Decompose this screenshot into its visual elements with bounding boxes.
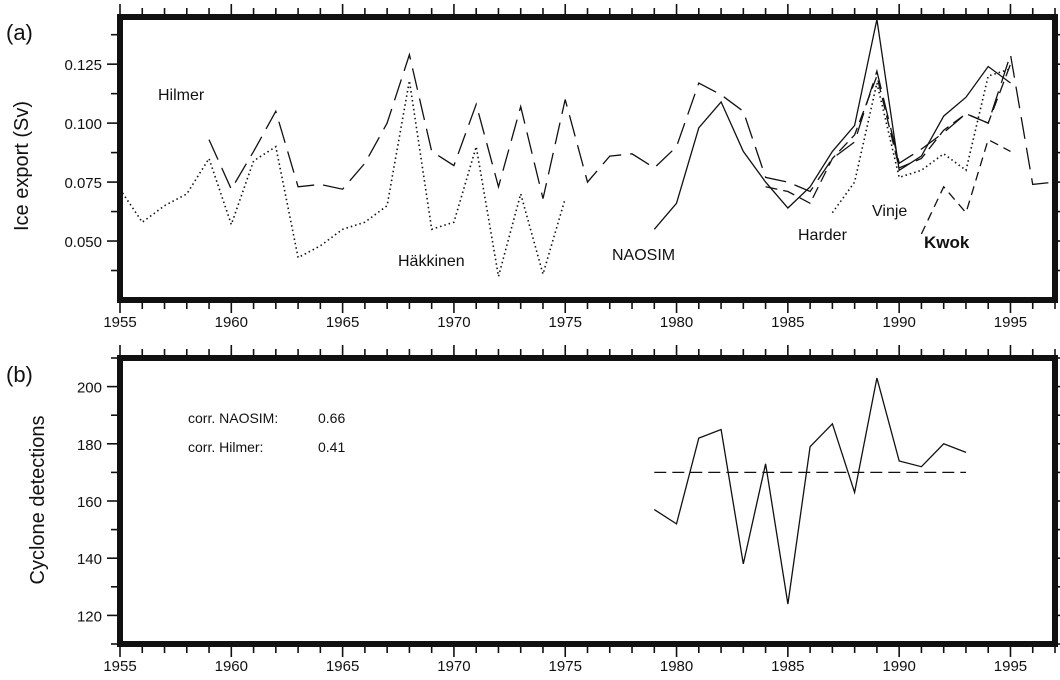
- panel-b-x-tick-label: 1960: [215, 658, 248, 675]
- panel-b-x-tick-label: 1970: [437, 658, 470, 675]
- panel-b-frame: [117, 355, 1058, 647]
- panel-a-line-hilmer: [208, 52, 1055, 199]
- label-kwok: Kwok: [924, 233, 970, 252]
- panel-a-y-tick-label: 0.125: [64, 57, 102, 74]
- panel-a-y-tick-label: 0.100: [64, 116, 102, 133]
- panel-a-series: [120, 19, 1055, 278]
- panel-b-series: [653, 377, 967, 605]
- panel-a-line-h-kkinen: [120, 80, 566, 278]
- panel-b-y-tick-label: 160: [77, 494, 102, 511]
- label-hakkinen: Häkkinen: [398, 253, 465, 270]
- panel-b-x-tick-label: 1975: [549, 658, 582, 675]
- corr-naosim-value: 0.66: [318, 410, 345, 426]
- panel-b-y-tick-label: 180: [77, 437, 102, 454]
- panel-b-x-tick-label: 1995: [994, 658, 1027, 675]
- panel-a-x-tick-label: 1970: [437, 314, 470, 331]
- panel-a-x-tick-label: 1980: [660, 314, 693, 331]
- panel-b-x-tick-label: 1980: [660, 658, 693, 675]
- panel-b-label: (b): [6, 362, 33, 387]
- panel-a-tick-labels: 1955 1960 1965 1970 1975 1980 1985 1990 1995 0.05…: [64, 57, 1027, 331]
- panel-b-x-tick-label: 1985: [771, 658, 804, 675]
- label-vinje: Vinje: [872, 203, 907, 220]
- panel-a-y-tick-label: 0.050: [64, 234, 102, 251]
- panel-a-frame: [117, 14, 1058, 303]
- panel-b-x-tick-label: 1965: [326, 658, 359, 675]
- panel-a-line-harder: [765, 63, 1012, 205]
- panel-a-line-kwok: [920, 138, 1011, 235]
- panel-a-x-tick-label: 1985: [771, 314, 804, 331]
- label-naosim: NAOSIM: [612, 247, 675, 264]
- panel-a-x-tick-label: 1975: [549, 314, 582, 331]
- panel-a-y-axis-label: Ice export (Sv): [11, 101, 33, 231]
- panel-a-ticks: [107, 4, 1060, 313]
- corr-hilmer-label: corr. Hilmer:: [188, 439, 263, 455]
- panel-a-x-tick-label: 1960: [215, 314, 248, 331]
- panel-a-y-tick-label: 0.075: [64, 175, 102, 192]
- panel-a-x-tick-label: 1990: [882, 314, 915, 331]
- panel-a-line-naosim: [653, 19, 1011, 230]
- panel-a-label: (a): [6, 20, 33, 45]
- panel-a-x-tick-label: 1965: [326, 314, 359, 331]
- panel-b-line-series-0: [653, 377, 967, 605]
- panel-b-y-tick-label: 140: [77, 551, 102, 568]
- panel-b-y-axis-label: Cyclone detections: [27, 416, 49, 585]
- panel-a-line-vinje: [831, 68, 1011, 214]
- panel-b-y-tick-label: 120: [77, 608, 102, 625]
- panel-b: (b) Cyclone detections 1955 1960 1965 1970 1…: [6, 345, 1060, 675]
- panel-b-ticks: [107, 345, 1060, 657]
- label-harder: Harder: [798, 227, 848, 244]
- corr-naosim-label: corr. NAOSIM:: [188, 410, 278, 426]
- panel-b-x-tick-label: 1955: [103, 658, 136, 675]
- label-hilmer: Hilmer: [158, 87, 205, 104]
- panel-b-tick-labels: 1955 1960 1965 1970 1975 1980 1985 1990 1995 120 1…: [77, 380, 1027, 675]
- corr-hilmer-value: 0.41: [318, 439, 345, 455]
- panel-a: (a) Ice export (Sv) 1955 1960 1965 1970 1975…: [6, 4, 1060, 331]
- panel-b-x-tick-label: 1990: [882, 658, 915, 675]
- panel-b-y-tick-label: 200: [77, 380, 102, 397]
- panel-a-x-tick-label: 1995: [994, 314, 1027, 331]
- panel-a-x-tick-label: 1955: [103, 314, 136, 331]
